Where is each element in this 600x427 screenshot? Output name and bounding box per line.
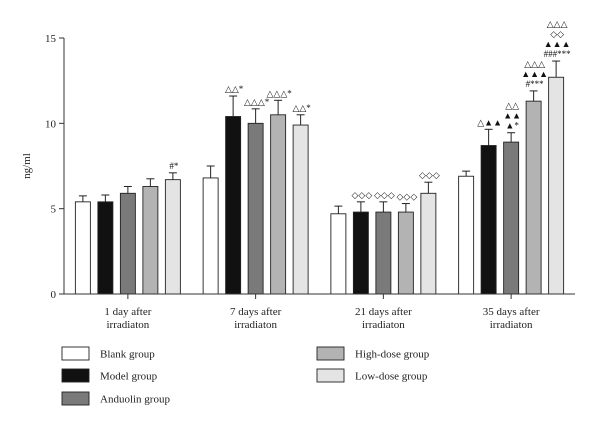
significance-label: ◇◇◇: [374, 190, 395, 200]
bar: [503, 141, 520, 295]
x-tick-label: 21 days after: [355, 306, 412, 318]
significance-label: ###***: [544, 49, 572, 59]
x-tick-label: irradiaton: [106, 319, 149, 331]
legend-swatch: [61, 391, 90, 406]
bar: [164, 179, 181, 295]
y-tick-label: 10: [45, 118, 57, 130]
legend-swatch: [61, 368, 90, 383]
significance-label: ▲▲: [503, 111, 521, 121]
significance-label: △△△: [547, 19, 568, 29]
bars-layer: #*△△*△△△*△△△*△△*◇◇◇ ◇◇◇ ◇◇◇◇◇◇△▲▲ ▲*▲▲△△#**…: [74, 19, 572, 295]
significance-label: ◇◇◇: [396, 192, 417, 202]
legend-label: High-dose group: [355, 349, 430, 361]
legend: Blank group Model group Anduolin group High…: [61, 346, 430, 406]
x-tick-label: irradiaton: [362, 319, 405, 331]
bar: [420, 192, 437, 295]
bar: [525, 100, 542, 295]
legend-swatch: [316, 346, 345, 361]
significance-label: #***: [526, 79, 545, 89]
legend-label: Anduolin group: [100, 394, 170, 406]
significance-label: ◇◇◇: [351, 190, 372, 200]
bar: [352, 211, 369, 295]
legend-swatch: [316, 368, 345, 383]
significance-label: ◇◇◇: [419, 170, 440, 180]
bar: [202, 177, 219, 295]
legend-label: Blank group: [100, 349, 155, 361]
bar: [270, 114, 287, 295]
x-tick-label: 35 days after: [483, 306, 540, 318]
significance-label: △△△: [524, 59, 545, 69]
y-axis-label: ng/ml: [21, 153, 33, 179]
x-tick-label: irradiaton: [234, 319, 277, 331]
legend-label: Model group: [100, 371, 158, 383]
significance-label: △△: [505, 101, 519, 111]
significance-label: △▲▲: [477, 117, 502, 127]
significance-label: △△△*: [266, 88, 292, 98]
bar: [119, 192, 136, 295]
significance-label: ◇◇: [550, 29, 564, 39]
y-tick-label: 0: [51, 289, 57, 301]
legend-label: Low-dose group: [355, 371, 428, 383]
significance-label: △△*: [225, 84, 244, 94]
bar: [480, 145, 497, 295]
bar: [292, 124, 309, 295]
bar: [397, 211, 414, 295]
bar: [97, 201, 114, 295]
legend-item: High-dose group: [316, 346, 430, 361]
legend-item: Model group: [61, 368, 158, 383]
significance-label: △△*: [292, 103, 311, 113]
significance-label: ▲▲▲: [544, 39, 571, 49]
bar: [458, 175, 475, 295]
bar: [548, 76, 565, 295]
bar: [375, 211, 392, 295]
bar: [74, 201, 91, 295]
significance-label: ▲▲▲: [521, 69, 548, 79]
legend-item: Blank group: [61, 346, 155, 361]
legend-item: Anduolin group: [61, 391, 170, 406]
significance-label: △△△*: [244, 97, 270, 107]
x-tick-label: 1 day after: [104, 306, 151, 318]
legend-swatch: [61, 346, 90, 361]
x-tick-label: 7 days after: [230, 306, 282, 318]
y-axis: 0 5 10 15: [45, 33, 65, 301]
bar: [142, 186, 159, 295]
significance-label: ▲*: [505, 121, 519, 131]
y-tick-label: 5: [51, 204, 57, 216]
bar: [247, 122, 264, 295]
significance-label: #*: [169, 161, 179, 171]
bar: [330, 213, 347, 295]
legend-item: Low-dose group: [316, 368, 428, 383]
x-tick-label: irradiaton: [490, 319, 533, 331]
bar: [225, 116, 242, 295]
y-tick-label: 15: [45, 33, 57, 45]
